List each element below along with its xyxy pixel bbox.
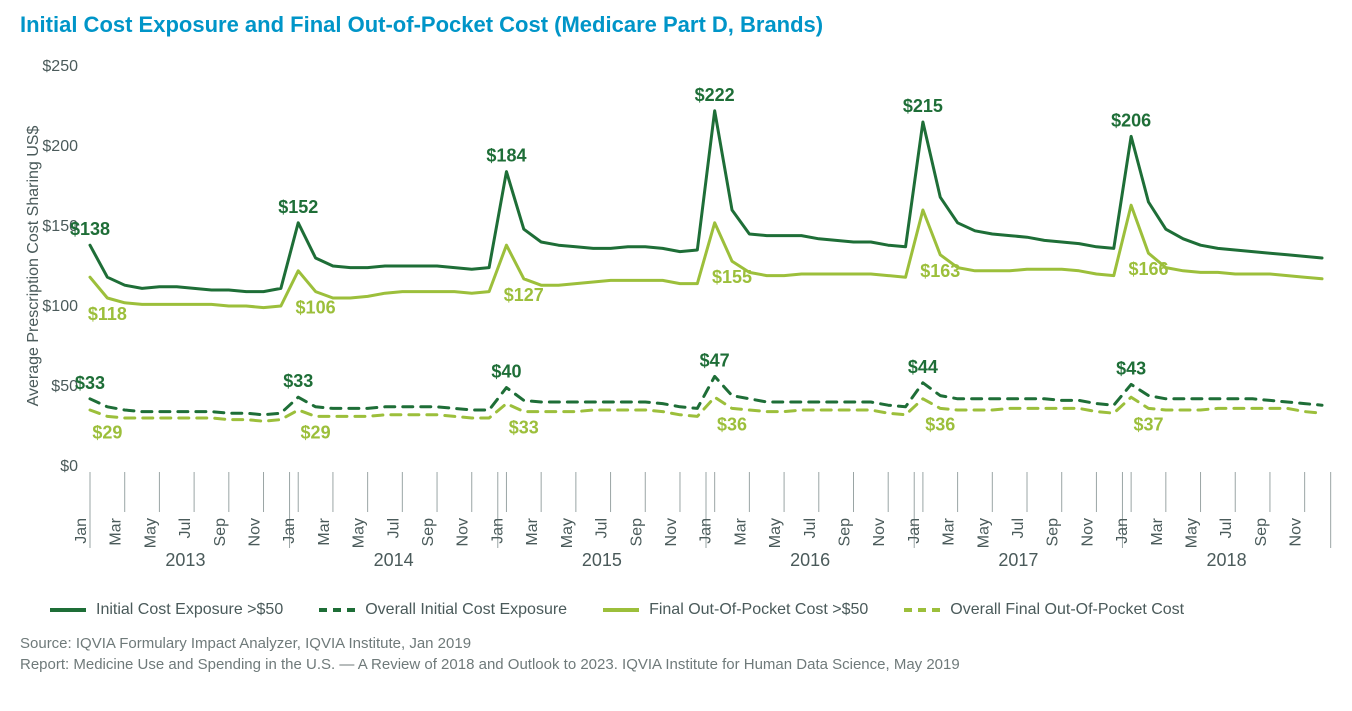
svg-text:Mar: Mar (1149, 517, 1166, 545)
svg-text:2016: 2016 (790, 550, 830, 570)
svg-text:$36: $36 (925, 414, 955, 434)
svg-text:Sep: Sep (212, 518, 229, 547)
legend-swatch (904, 608, 940, 612)
chart-footer: Source: IQVIA Formulary Impact Analyzer,… (20, 633, 1332, 675)
report-line: Report: Medicine Use and Spending in the… (20, 654, 1332, 675)
legend-item: Initial Cost Exposure >$50 (50, 601, 283, 619)
svg-text:$0: $0 (60, 458, 78, 475)
svg-text:$44: $44 (908, 357, 938, 377)
svg-text:Jul: Jul (594, 518, 611, 538)
svg-text:$127: $127 (504, 285, 544, 305)
svg-text:2015: 2015 (582, 550, 622, 570)
svg-text:Nov: Nov (871, 518, 888, 546)
svg-text:2018: 2018 (1207, 550, 1247, 570)
svg-text:$215: $215 (903, 96, 943, 116)
svg-text:Mar: Mar (524, 517, 541, 545)
legend-swatch (319, 608, 355, 612)
svg-text:May: May (1184, 518, 1201, 548)
svg-text:$163: $163 (920, 261, 960, 281)
svg-text:$33: $33 (509, 418, 539, 438)
svg-text:2017: 2017 (998, 550, 1038, 570)
svg-text:$43: $43 (1116, 358, 1146, 378)
legend-item: Overall Final Out-Of-Pocket Cost (904, 601, 1184, 619)
svg-text:$118: $118 (88, 304, 127, 324)
svg-text:$37: $37 (1133, 414, 1163, 434)
svg-text:May: May (142, 518, 159, 548)
line-chart: $0$50$100$150$200$250Average Prescriptio… (20, 46, 1332, 586)
svg-text:Jan: Jan (698, 518, 715, 544)
legend: Initial Cost Exposure >$50 Overall Initia… (20, 601, 1332, 619)
svg-text:May: May (559, 518, 576, 548)
svg-text:Sep: Sep (836, 518, 853, 547)
svg-text:$106: $106 (296, 298, 336, 318)
chart-title: Initial Cost Exposure and Final Out-of-P… (20, 12, 1332, 38)
svg-text:Jan: Jan (281, 518, 298, 544)
svg-text:Nov: Nov (247, 518, 264, 546)
svg-text:Jan: Jan (1114, 518, 1131, 544)
svg-text:$200: $200 (42, 138, 78, 155)
svg-text:Mar: Mar (108, 517, 125, 545)
svg-text:$152: $152 (278, 197, 318, 217)
legend-label: Overall Initial Cost Exposure (365, 601, 567, 619)
svg-text:Mar: Mar (732, 517, 749, 545)
svg-text:2014: 2014 (374, 550, 414, 570)
svg-text:$166: $166 (1128, 259, 1168, 279)
svg-text:$138: $138 (70, 219, 110, 239)
legend-swatch (50, 608, 86, 612)
svg-text:$29: $29 (301, 422, 331, 442)
svg-text:$33: $33 (283, 371, 313, 391)
svg-text:Nov: Nov (1079, 518, 1096, 546)
svg-text:Jul: Jul (1218, 518, 1235, 538)
svg-text:$222: $222 (695, 85, 735, 105)
svg-text:May: May (767, 518, 784, 548)
svg-text:Jul: Jul (1010, 518, 1027, 538)
legend-label: Overall Final Out-Of-Pocket Cost (950, 601, 1184, 619)
svg-text:Sep: Sep (628, 518, 645, 547)
svg-text:Average Prescription Cost Shar: Average Prescription Cost Sharing US$ (25, 126, 42, 407)
svg-text:Sep: Sep (420, 518, 437, 547)
svg-text:$250: $250 (42, 58, 78, 75)
svg-text:Nov: Nov (455, 518, 472, 546)
svg-text:Mar: Mar (316, 517, 333, 545)
legend-label: Initial Cost Exposure >$50 (96, 601, 283, 619)
chart-container: $0$50$100$150$200$250Average Prescriptio… (20, 46, 1332, 591)
svg-text:Jul: Jul (385, 518, 402, 538)
svg-text:Jul: Jul (802, 518, 819, 538)
svg-text:Nov: Nov (1288, 518, 1305, 546)
svg-text:$40: $40 (491, 362, 521, 382)
legend-label: Final Out-Of-Pocket Cost >$50 (649, 601, 868, 619)
svg-text:$100: $100 (42, 298, 78, 315)
svg-text:Jan: Jan (906, 518, 923, 544)
svg-text:$206: $206 (1111, 110, 1151, 130)
svg-text:2013: 2013 (165, 550, 205, 570)
source-line: Source: IQVIA Formulary Impact Analyzer,… (20, 633, 1332, 654)
legend-item: Final Out-Of-Pocket Cost >$50 (603, 601, 868, 619)
svg-text:$47: $47 (700, 350, 730, 370)
svg-text:$155: $155 (712, 267, 752, 287)
svg-text:$184: $184 (486, 146, 526, 166)
legend-item: Overall Initial Cost Exposure (319, 601, 567, 619)
svg-text:May: May (975, 518, 992, 548)
svg-text:Mar: Mar (941, 517, 958, 545)
svg-text:May: May (351, 518, 368, 548)
svg-text:$33: $33 (75, 373, 105, 393)
svg-text:Sep: Sep (1253, 518, 1270, 547)
svg-text:$29: $29 (92, 422, 122, 442)
svg-text:Jan: Jan (73, 518, 90, 544)
svg-text:Sep: Sep (1045, 518, 1062, 547)
legend-swatch (603, 608, 639, 612)
svg-text:$36: $36 (717, 414, 747, 434)
svg-text:Nov: Nov (663, 518, 680, 546)
svg-text:Jan: Jan (489, 518, 506, 544)
svg-text:Jul: Jul (177, 518, 194, 538)
